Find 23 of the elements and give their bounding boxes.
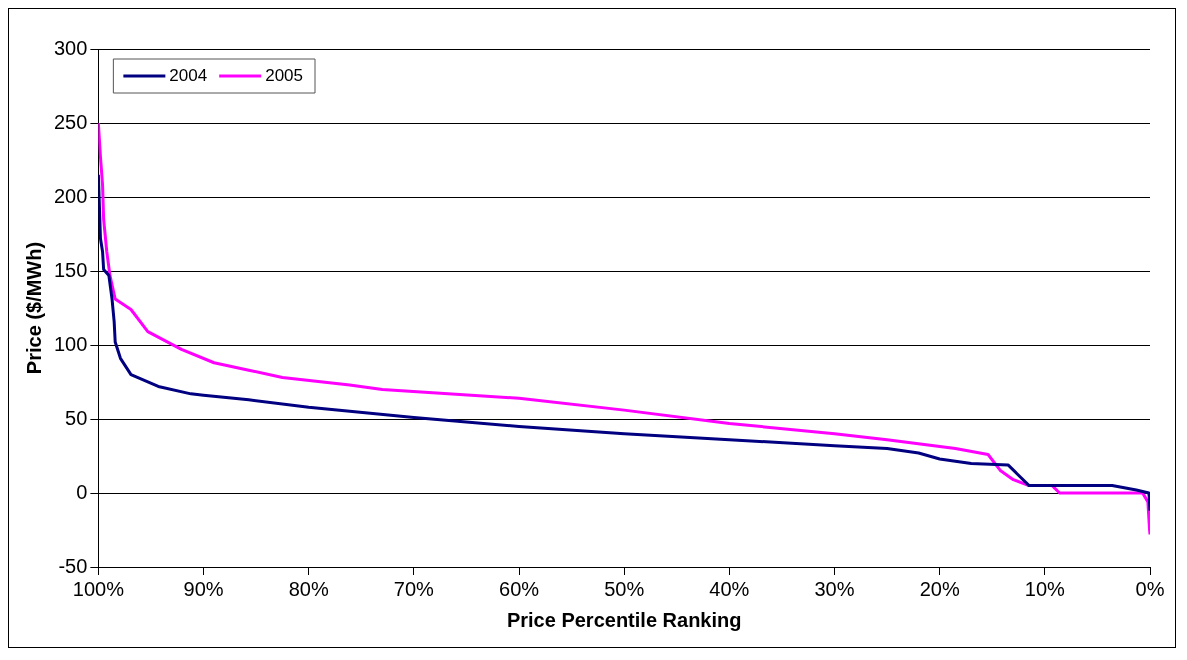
x-tick-label: 0% xyxy=(1135,577,1165,600)
x-tick-label: 90% xyxy=(183,577,224,600)
x-axis-title: Price Percentile Ranking xyxy=(506,608,742,631)
y-tick-label: 0 xyxy=(76,480,88,503)
x-tick-label: 50% xyxy=(604,577,645,600)
x-tick-label: 80% xyxy=(288,577,329,600)
x-tick-label: 70% xyxy=(393,577,435,600)
y-axis-title: Price ($/MWh) xyxy=(22,241,45,375)
y-tick-label: 100 xyxy=(53,332,88,355)
x-tick-label: 10% xyxy=(1024,577,1066,600)
x-tick-label: 30% xyxy=(814,577,855,600)
y-tick-label: -50 xyxy=(58,554,88,577)
y-tick-label: 200 xyxy=(53,184,88,207)
y-tick-label: 50 xyxy=(65,406,88,429)
y-tick-label: 300 xyxy=(53,36,88,59)
legend-label: 2005 xyxy=(265,65,304,85)
x-tick-label: 100% xyxy=(72,577,125,600)
x-tick-label: 60% xyxy=(499,577,540,600)
y-tick-label: 150 xyxy=(53,258,88,281)
x-tick-label: 40% xyxy=(709,577,750,600)
x-tick-label: 20% xyxy=(919,577,960,600)
y-tick-label: 250 xyxy=(53,110,88,133)
legend-label: 2004 xyxy=(169,65,208,85)
